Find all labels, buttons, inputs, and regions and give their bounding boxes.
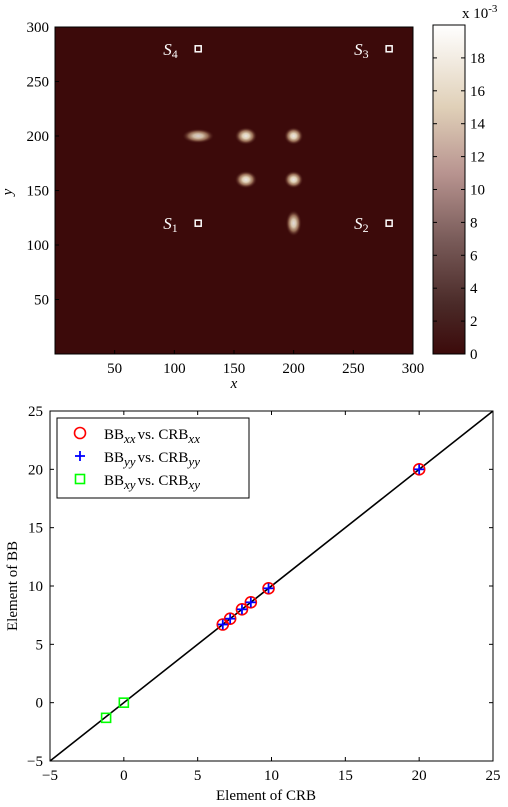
data-point-circle: [235, 603, 249, 616]
x-tick-label: 50: [107, 361, 122, 377]
colorbar-tick-label: 16: [470, 84, 486, 100]
x-tick-label: 200: [282, 361, 305, 377]
legend-entries: BBxx vs. CRBxx BByy vs. CRByy BBxy vs. CRBxy: [73, 426, 200, 492]
x-tick-label: 300: [402, 361, 425, 377]
heatmap-background: [55, 27, 413, 354]
x-tick-label: 5: [194, 768, 202, 784]
data-point-plus: [263, 583, 274, 594]
colorbar-tick-label: 12: [470, 150, 485, 166]
y-tick-label: 150: [27, 184, 50, 200]
colorbar-tick-label: 10: [470, 183, 485, 199]
sensor-marker: [194, 219, 202, 227]
x-tick-label: 0: [120, 768, 128, 784]
data-point-circle: [244, 596, 258, 609]
x-tick-label: 15: [338, 768, 353, 784]
heatmap-y-ticks: 50 100 150 200 250 300: [27, 20, 59, 309]
heatmap-blob: [284, 127, 304, 145]
y-tick-label: 20: [28, 462, 43, 478]
heatmap-x-ticks: 50 100 150 200 250 300: [107, 350, 424, 377]
colorbar-gradient: [432, 24, 466, 355]
heatmap-x-label: x: [230, 376, 238, 392]
legend-label: BBxy vs. CRBxy: [104, 473, 200, 492]
scatter-x-ticks: −5 0 5 10 15 20 25: [42, 411, 501, 784]
heatmap-y-label: y: [0, 188, 16, 197]
colorbar-ticks: 0 2 4 6 8 10 12 14 16 18: [433, 51, 486, 363]
colorbar-tick-label: 18: [470, 51, 485, 67]
y-tick-label: 25: [28, 404, 43, 420]
scatter-y-ticks: −5 0 5 10 15 20 25: [27, 404, 493, 770]
y-tick-label: 5: [36, 637, 44, 653]
y-tick-label: 200: [27, 129, 50, 145]
heatmap-blob: [284, 170, 304, 189]
data-point-circle: [262, 582, 275, 595]
heatmap-blob: [234, 170, 258, 189]
data-point-plus: [414, 464, 425, 475]
scatter-y-label: Element of BB: [5, 541, 21, 631]
sensor-marker: [194, 45, 202, 53]
scatter-x-label: Element of CRB: [216, 788, 316, 804]
heatmap-blobs: [182, 127, 304, 237]
colorbar-tick-label: 14: [470, 117, 486, 133]
data-point-circle: [223, 612, 237, 625]
sensor-marker: [385, 219, 393, 227]
scatter-chart: −5 0 5 10 15 20 25 −5 0 5 10 15 20 25 Element of CRB…: [5, 404, 501, 804]
legend: BBxx vs. CRBxx BByy vs. CRByy BBxy vs. CRBxy: [56, 417, 250, 499]
x-tick-label: 20: [412, 768, 427, 784]
colorbar-tick-label: 2: [470, 314, 478, 330]
legend-marker: [73, 426, 87, 440]
sensor-marker: [385, 45, 393, 53]
y-tick-label: 50: [34, 293, 49, 309]
legend-entry: BBxy vs. CRBxy: [74, 473, 200, 492]
data-point-square: [100, 712, 112, 724]
data-point-plus: [217, 619, 228, 630]
heatmap-blob: [285, 209, 302, 237]
legend-marker: [74, 473, 86, 485]
data-point-plus: [236, 604, 247, 615]
legend-entry: BBxx vs. CRBxx: [73, 426, 200, 446]
data-point-plus: [245, 597, 256, 608]
y-tick-label: 10: [28, 579, 43, 595]
legend-label: BByy vs. CRByy: [104, 450, 200, 469]
data-point-plus: [225, 613, 236, 624]
y-tick-label: 300: [27, 20, 50, 36]
colorbar-multiplier: x 10-3: [462, 3, 498, 22]
legend-entry: BByy vs. CRByy: [75, 450, 200, 469]
x-tick-label: 150: [223, 361, 246, 377]
data-point-square: [118, 697, 130, 708]
y-tick-label: 250: [27, 75, 50, 91]
colorbar-tick-label: 4: [470, 281, 478, 297]
x-tick-label: −5: [42, 768, 58, 784]
colorbar-tick-label: 0: [470, 347, 478, 363]
data-point-circle: [412, 463, 426, 476]
y-tick-label: −5: [27, 754, 43, 770]
y-tick-label: 15: [28, 521, 43, 537]
x-tick-label: 10: [264, 768, 279, 784]
heatmap-blob: [234, 127, 258, 145]
y-tick-label: 0: [36, 696, 44, 712]
colorbar-tick-label: 6: [470, 248, 478, 264]
x-tick-label: 100: [163, 361, 186, 377]
x-tick-label: 250: [342, 361, 365, 377]
colorbar: 0 2 4 6 8 10 12 14 16 18 x 10-3: [432, 3, 498, 363]
legend-label: BBxx vs. CRBxx: [104, 427, 200, 446]
legend-box: [56, 417, 250, 499]
scatter-marks: [100, 463, 426, 724]
y-tick-label: 100: [27, 238, 50, 254]
heatmap-blob: [182, 128, 215, 144]
x-tick-label: 25: [486, 768, 501, 784]
legend-marker: [75, 451, 85, 461]
colorbar-tick-label: 8: [470, 215, 478, 231]
